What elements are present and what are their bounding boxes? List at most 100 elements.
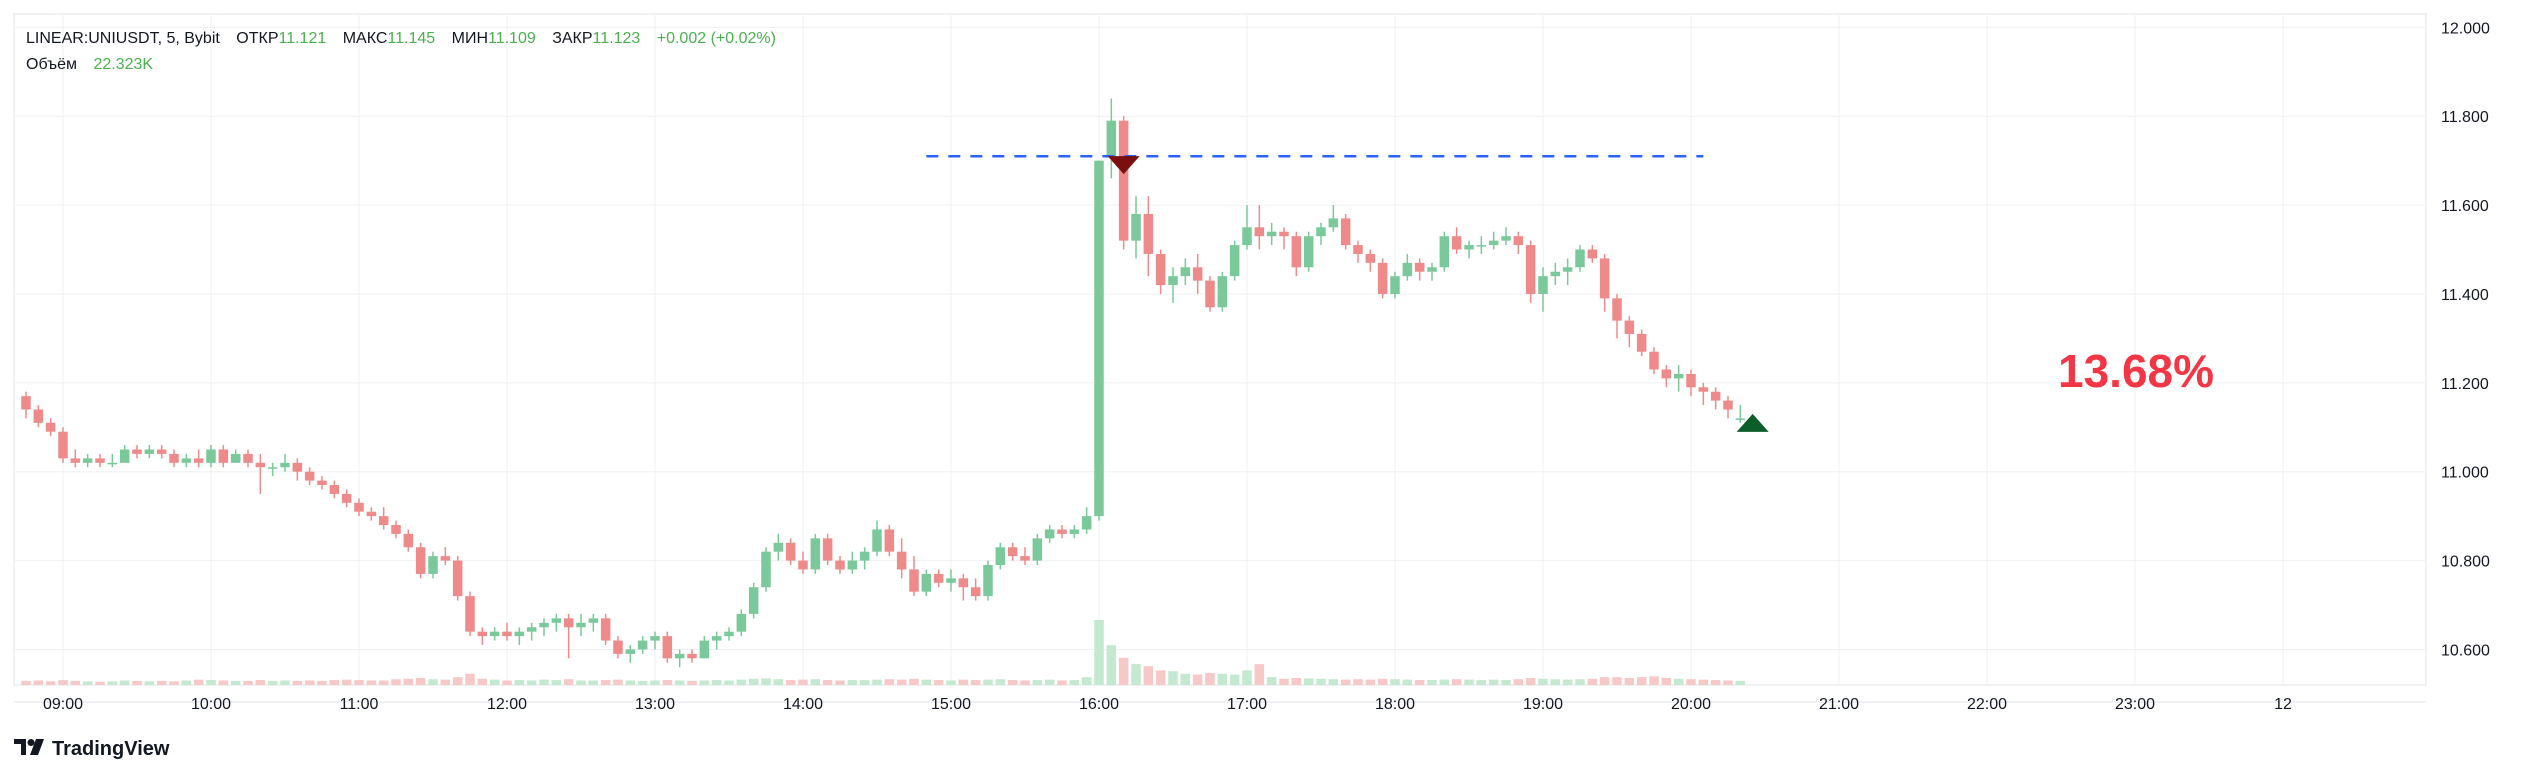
volume-bar (563, 679, 574, 685)
candle-body (428, 556, 438, 574)
candle-body (822, 538, 833, 561)
x-tick-label: 12:00 (487, 696, 527, 713)
candle-body (119, 449, 130, 463)
volume-bar (1106, 645, 1117, 685)
volume-bar (1649, 676, 1659, 685)
candle-body (1427, 267, 1437, 272)
candle-body (341, 493, 352, 503)
close-label: ЗАКР (552, 30, 593, 47)
volume-bar (317, 680, 327, 685)
low-value: 11.109 (488, 30, 536, 47)
x-tick-label: 20:00 (1671, 696, 1711, 713)
volume-bar (1513, 679, 1524, 685)
volume-bar (1057, 680, 1067, 685)
volume-bar (1266, 677, 1277, 685)
candle-body (378, 516, 389, 526)
volume-bar (144, 681, 155, 685)
candle-body (144, 449, 155, 454)
y-tick-label: 11.000 (2441, 465, 2489, 482)
candle-body (798, 560, 808, 570)
candle-body (280, 462, 290, 468)
volume-bar (687, 680, 697, 685)
candle-body (1340, 218, 1351, 246)
volume-bar (267, 680, 278, 685)
x-tick-label: 13:00 (635, 696, 675, 713)
candle-body (1686, 373, 1696, 388)
volume-bar (1476, 680, 1487, 685)
candle-body (835, 560, 845, 570)
candle-body (181, 458, 192, 463)
volume-bar (1044, 679, 1055, 685)
candle-body (1501, 236, 1511, 241)
volume-bar (1661, 677, 1672, 685)
candle-body (1044, 529, 1055, 539)
volume-bar (1303, 678, 1314, 685)
volume-bar (1340, 679, 1351, 685)
volume-bar (82, 681, 93, 685)
y-tick-label: 11.400 (2441, 287, 2489, 304)
candle-body (1291, 236, 1302, 268)
volume-label: Объём (26, 56, 77, 73)
candle-body (218, 449, 229, 463)
volume-bar (1377, 678, 1388, 685)
change-value: +0.002 (+0.02%) (656, 30, 776, 47)
low-label: МИН (451, 30, 488, 47)
candle-body (1229, 245, 1240, 277)
volume-bar (1427, 680, 1437, 685)
volume-bar (724, 680, 734, 685)
candle-body (1575, 249, 1585, 268)
volume-bar (1402, 679, 1413, 685)
volume-bar (1599, 677, 1610, 685)
y-tick-label: 11.600 (2441, 198, 2489, 215)
open-label: ОТКР (236, 30, 279, 47)
volume-bar (1229, 674, 1240, 685)
candle-body (896, 551, 907, 570)
volume-bar (452, 677, 463, 685)
candle-body (391, 525, 401, 534)
candle-body (1661, 369, 1672, 379)
volume-bar (1217, 673, 1228, 685)
candle-body (1081, 516, 1092, 530)
candle-body (1390, 276, 1400, 294)
candle-body (1007, 547, 1018, 557)
candle-body (909, 569, 919, 592)
volume-bar (1723, 680, 1733, 685)
volume-bar (341, 679, 352, 685)
volume-bar (773, 679, 784, 685)
candle-body (1365, 253, 1376, 263)
candle-body (958, 578, 969, 588)
candle-body (983, 565, 993, 597)
volume-bar (181, 680, 192, 685)
candle-body (465, 596, 475, 632)
candle-body (107, 462, 118, 465)
candle-body (21, 396, 31, 410)
candle-body (736, 613, 747, 632)
candle-body (637, 640, 648, 650)
volume-bar (1254, 664, 1265, 685)
candle-body (970, 587, 981, 597)
candle-body (687, 653, 697, 659)
volume-bar (1353, 679, 1363, 685)
tradingview-logo-icon (14, 738, 44, 761)
volume-bar (502, 680, 512, 685)
volume-bar (403, 678, 414, 685)
volume-value: 22.323K (93, 56, 154, 73)
percent-annotation: 13.68% (2058, 345, 2215, 397)
volume-bar (1390, 679, 1400, 685)
tradingview-brand[interactable]: TradingView (14, 738, 169, 761)
volume-legend-row: Объём 22.323K (26, 52, 776, 78)
volume-bar (588, 680, 599, 685)
volume-bar (872, 679, 882, 685)
volume-bar (822, 680, 833, 685)
candle-body (662, 636, 673, 659)
volume-bar (748, 678, 759, 685)
candle-body (1402, 262, 1413, 277)
volume-bar (551, 680, 562, 685)
volume-bar (489, 679, 500, 685)
candle-body (1069, 529, 1080, 534)
volume-bar (45, 681, 56, 685)
candle-body (1303, 236, 1314, 268)
volume-bar (428, 679, 438, 685)
volume-bar (1291, 677, 1302, 685)
